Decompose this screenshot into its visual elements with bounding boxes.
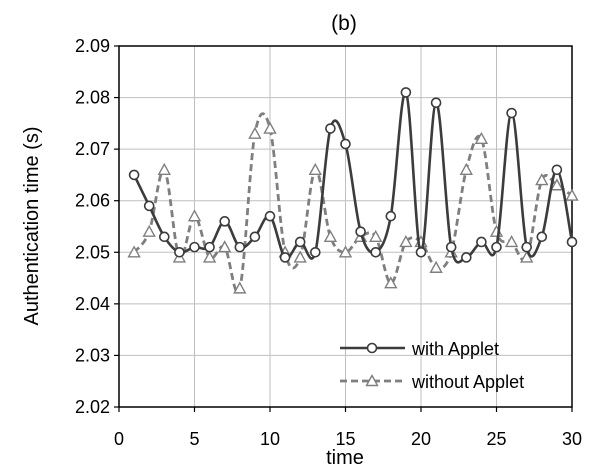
chart-title: (b) [331,12,357,35]
x-tick-label: 30 [562,429,582,449]
data-point [325,231,336,241]
data-point [417,248,426,257]
data-point [356,227,365,236]
data-point [265,123,276,133]
data-point [552,165,561,174]
x-tick-label: 15 [335,429,355,449]
data-point [250,232,259,241]
data-point [326,124,335,133]
data-point [249,128,260,138]
data-point [266,212,275,221]
data-point [220,217,229,226]
y-tick-label: 2.08 [75,88,110,108]
data-point [477,237,486,246]
data-point [522,243,531,252]
y-tick-label: 2.06 [75,191,110,211]
data-point [130,170,139,179]
data-point [371,248,380,257]
y-tick-label: 2.09 [75,36,110,56]
legend-label-with-applet: with Applet [411,339,499,359]
data-point [189,211,200,221]
data-point [567,190,578,200]
series-line-with-applet [134,92,572,262]
data-point [205,243,214,252]
data-point [401,88,410,97]
data-point [447,243,456,252]
data-point [568,237,577,246]
data-point [296,237,305,246]
data-point [386,212,395,221]
data-point [160,232,169,241]
data-point [461,164,472,174]
data-point [311,248,320,257]
series-without-applet [129,114,578,293]
x-tick-label: 0 [114,429,124,449]
x-tick-label: 5 [189,429,199,449]
data-point [432,98,441,107]
data-point [159,164,170,174]
data-point [462,253,471,262]
data-point [295,252,306,262]
data-point [492,243,501,252]
y-axis-ticks: 2.02 2.03 2.04 2.05 2.06 2.07 2.08 2.09 [75,36,119,417]
data-point [341,139,350,148]
x-tick-label: 25 [486,429,506,449]
data-point [507,109,516,118]
legend-marker-with-applet [368,344,377,353]
series-layer [129,88,578,293]
y-tick-label: 2.04 [75,294,110,314]
y-axis-label: Authentication time (s) [21,127,43,326]
data-point [506,236,517,246]
series-with-applet [130,88,577,262]
data-point [175,248,184,257]
legend-label-without-applet: without Applet [411,372,524,392]
data-point [370,231,381,241]
data-point [281,253,290,262]
data-point [144,226,155,236]
y-tick-label: 2.07 [75,139,110,159]
data-point [190,243,199,252]
data-point [537,232,546,241]
x-axis-ticks: 0 5 10 15 20 25 30 [114,407,582,449]
y-tick-label: 2.03 [75,345,110,365]
data-point [235,243,244,252]
data-point [145,201,154,210]
x-tick-label: 10 [260,429,280,449]
y-tick-label: 2.05 [75,242,110,262]
x-axis-label: time [326,447,364,468]
data-point [310,164,321,174]
x-tick-label: 20 [411,429,431,449]
y-tick-label: 2.02 [75,397,110,417]
grid [119,46,572,407]
